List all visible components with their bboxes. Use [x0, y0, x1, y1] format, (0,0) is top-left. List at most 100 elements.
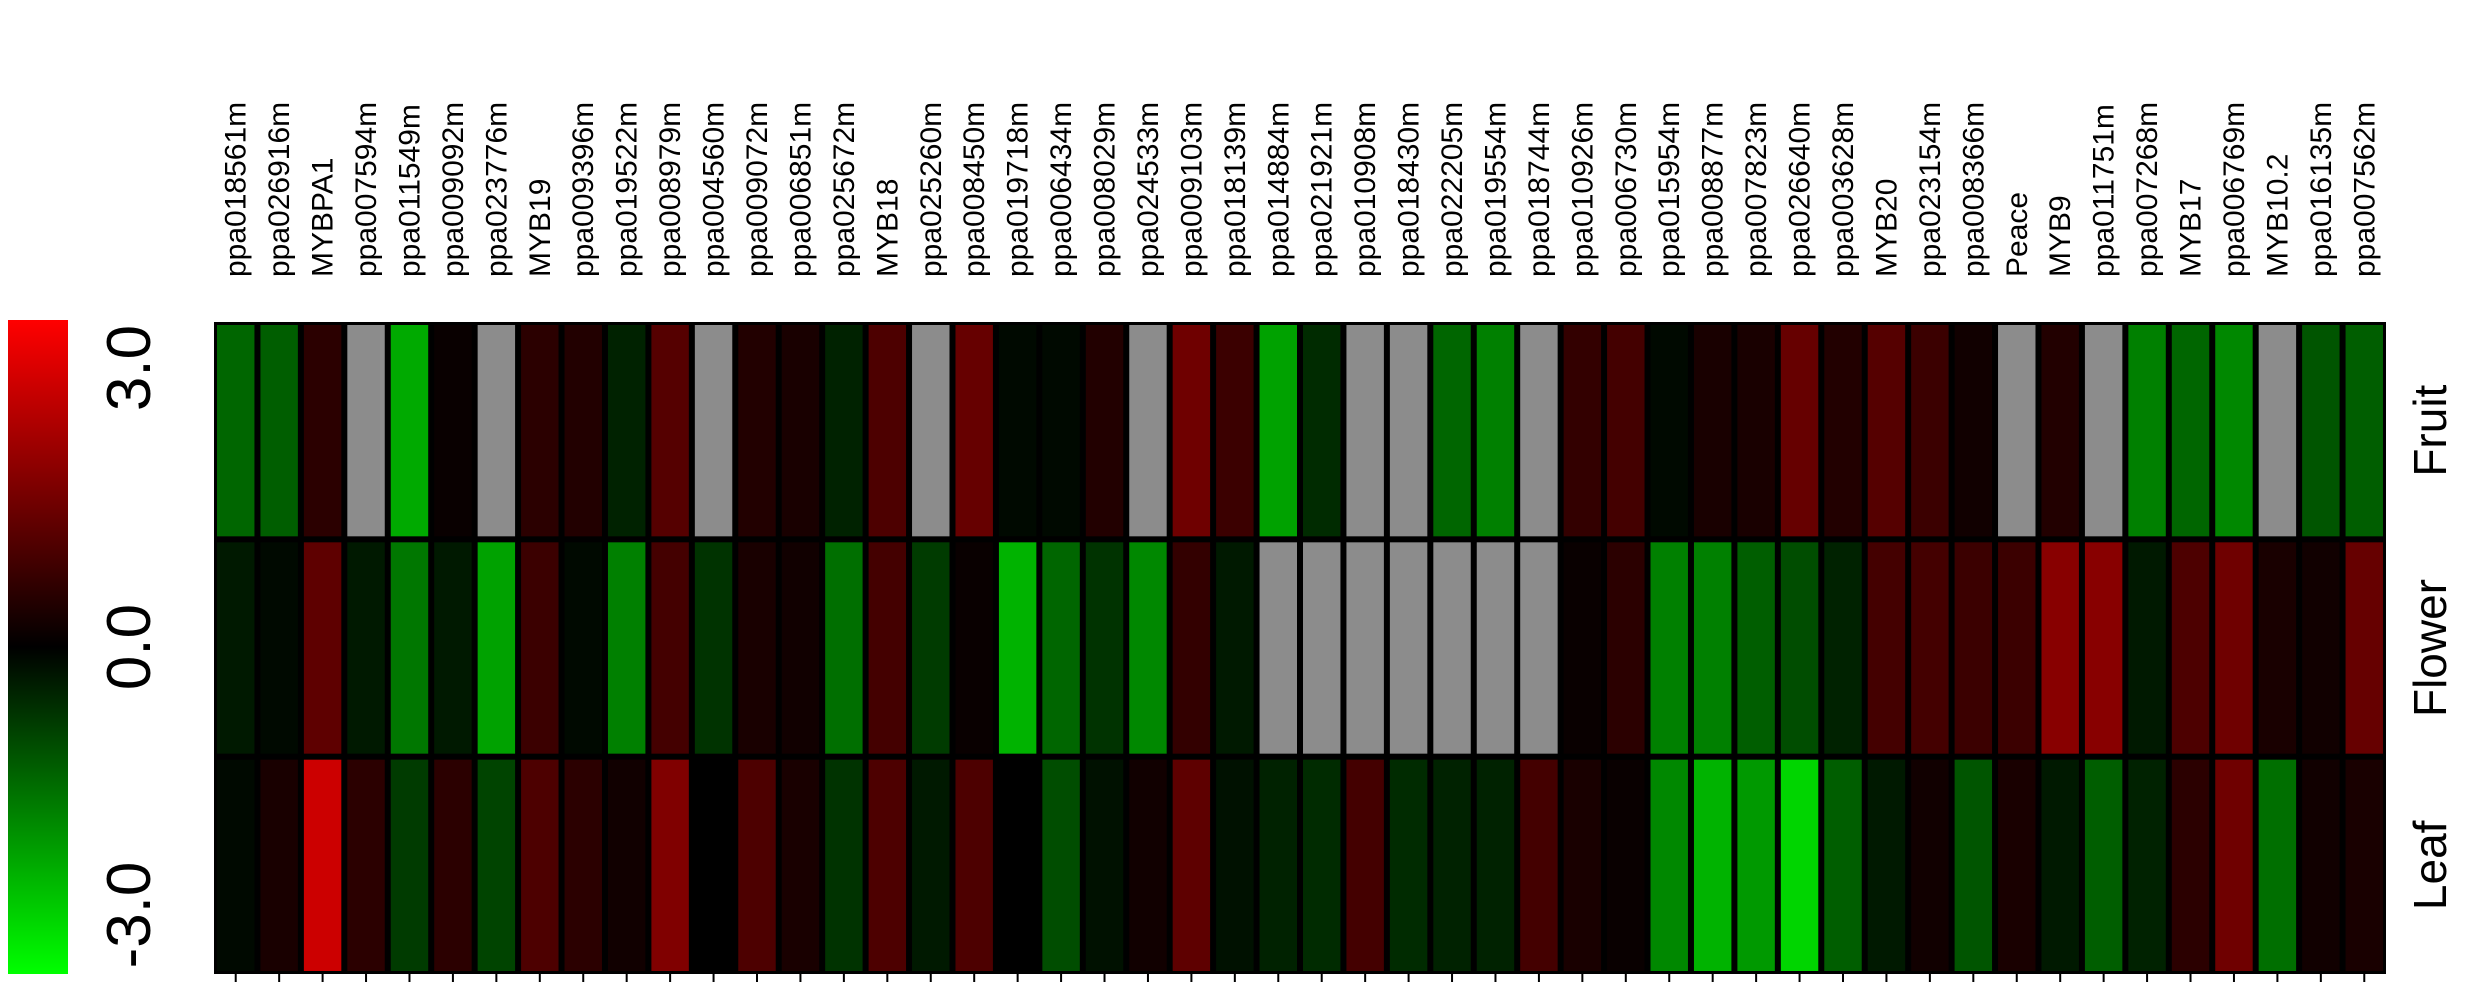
heatmap-cell [651, 542, 689, 754]
heatmap-cell [912, 759, 950, 971]
heatmap-cell [738, 542, 776, 754]
heatmap-cell [2345, 759, 2383, 971]
heatmap-cell [651, 325, 689, 537]
heatmap-cell [434, 325, 472, 537]
heatmap-cell [1216, 759, 1254, 971]
heatmap-cell [1129, 542, 1167, 754]
color-scale-label-mid: 0.0 [95, 604, 164, 690]
heatmap-cell [1172, 542, 1211, 754]
heatmap-cell [1998, 542, 2036, 754]
heatmap-cell [1216, 542, 1254, 754]
column-label: MYB20 [1870, 179, 1903, 277]
column-label: ppa006434m [1045, 102, 1078, 277]
heatmap-cell [781, 759, 820, 971]
heatmap-cell [1607, 325, 1645, 537]
heatmap-cell [521, 759, 559, 971]
column-label: ppa019522m [611, 102, 644, 277]
column-label: ppa006851m [784, 102, 817, 277]
heatmap-cell [303, 542, 342, 754]
column-label: ppa022205m [1436, 102, 1469, 277]
heatmap-cell [477, 542, 516, 754]
heatmap-cell [1780, 759, 1819, 971]
heatmap-cell [521, 325, 559, 537]
heatmap-cell [2345, 542, 2383, 754]
heatmap-cell [2302, 759, 2340, 971]
heatmap-cell [1389, 542, 1428, 754]
heatmap-cell [1520, 759, 1558, 971]
column-labels: ppa018561m ppa026916m MYBPA1 ppa007594m ppa0… [220, 102, 2382, 277]
heatmap-cell [1172, 325, 1211, 537]
column-label: ppa007594m [350, 102, 383, 277]
heatmap-cell [434, 542, 472, 754]
heatmap-cell [1693, 759, 1732, 971]
heatmap-cell [1911, 325, 1949, 537]
heatmap-cell [390, 542, 429, 754]
heatmap-cell [217, 759, 255, 971]
column-label: ppa009396m [567, 102, 600, 277]
heatmap-cell [868, 325, 907, 537]
heatmap-cell [217, 542, 255, 754]
heatmap-cell [694, 325, 733, 537]
heatmap-cell [1867, 759, 1906, 971]
heatmap-cell [998, 759, 1037, 971]
heatmap-cell [955, 759, 993, 971]
heatmap-cell [998, 542, 1037, 754]
heatmap-cell [2215, 759, 2253, 971]
column-label: ppa025260m [915, 102, 948, 277]
heatmap-cell [2171, 542, 2210, 754]
heatmap-cell [1476, 325, 1515, 537]
column-label: ppa019718m [1002, 102, 1035, 277]
column-label: ppa008450m [958, 102, 991, 277]
column-label: ppa007823m [1740, 102, 1773, 277]
heatmap-cell [1085, 759, 1124, 971]
column-label: ppa003628m [1827, 102, 1860, 277]
heatmap-cell [1085, 325, 1124, 537]
column-label: ppa006730m [1610, 102, 1643, 277]
heatmap-cell [1259, 759, 1297, 971]
heatmap-cell [2084, 325, 2123, 537]
heatmap-cell [1954, 759, 1993, 971]
column-label: ppa018561m [220, 102, 253, 277]
column-label: ppa010926m [1566, 102, 1599, 277]
heatmap-cell [1693, 542, 1732, 754]
column-label: ppa024533m [1132, 102, 1165, 277]
heatmap-cell [1346, 325, 1384, 537]
heatmap-cell [1824, 325, 1862, 537]
heatmap-cell [2345, 325, 2383, 537]
heatmap-cells [217, 325, 2383, 971]
column-label: ppa009103m [1175, 102, 1208, 277]
column-label: ppa018430m [1393, 102, 1426, 277]
heatmap-cell [2171, 325, 2210, 537]
heatmap-cell [521, 542, 559, 754]
heatmap-cell [303, 759, 342, 971]
heatmap-cell [564, 759, 602, 971]
column-label: ppa023776m [480, 102, 513, 277]
color-scale-label-min: -3.0 [95, 862, 164, 969]
column-label: ppa008366m [1957, 102, 1990, 277]
heatmap-cell [2084, 542, 2123, 754]
heatmap-cell [564, 542, 602, 754]
column-label: ppa004560m [698, 102, 731, 277]
heatmap-cell [217, 325, 255, 537]
heatmap-cell [607, 325, 646, 537]
heatmap-cell [1780, 542, 1819, 754]
column-label: ppa009092m [437, 102, 470, 277]
heatmap-cell [260, 325, 298, 537]
heatmap-cell [694, 542, 733, 754]
heatmap-cell [2302, 325, 2340, 537]
row-labels: Fruit Flower Leaf [2404, 384, 2456, 910]
heatmap-cell [2128, 759, 2166, 971]
column-label: ppa008877m [1697, 102, 1730, 277]
heatmap-cell [1737, 542, 1775, 754]
row-label: Flower [2404, 579, 2456, 717]
column-label: MYB18 [871, 179, 904, 277]
heatmap-cell [1042, 542, 1080, 754]
row-label: Fruit [2404, 384, 2456, 476]
heatmap-cell [434, 759, 472, 971]
heatmap-cell [1607, 759, 1645, 971]
heatmap-cell [912, 542, 950, 754]
heatmap-cell [1954, 542, 1993, 754]
heatmap-cell [738, 325, 776, 537]
column-label: ppa008029m [1089, 102, 1122, 277]
